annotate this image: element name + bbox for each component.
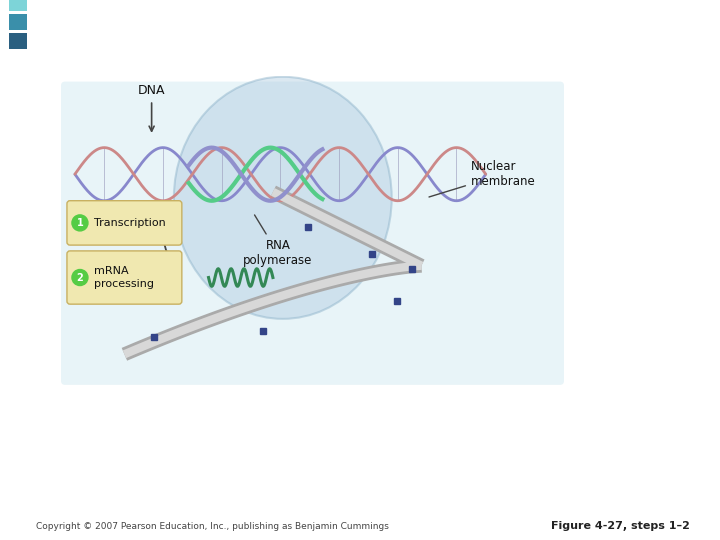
- FancyBboxPatch shape: [9, 0, 27, 11]
- Text: mRNA
processing: mRNA processing: [94, 266, 154, 289]
- Text: RNA
polymerase: RNA polymerase: [243, 215, 312, 267]
- FancyBboxPatch shape: [61, 82, 564, 385]
- Text: Figure 4-27, steps 1–2: Figure 4-27, steps 1–2: [551, 521, 690, 531]
- FancyBboxPatch shape: [67, 201, 182, 245]
- Text: 1: 1: [76, 218, 84, 228]
- FancyBboxPatch shape: [67, 251, 182, 304]
- Circle shape: [72, 215, 88, 231]
- Text: Protein: Transcription and Translation: Protein: Transcription and Translation: [42, 30, 636, 58]
- Text: DNA: DNA: [138, 84, 166, 131]
- Circle shape: [72, 269, 88, 286]
- Text: Nuclear
membrane: Nuclear membrane: [429, 160, 536, 197]
- Ellipse shape: [174, 77, 392, 319]
- FancyBboxPatch shape: [9, 32, 27, 49]
- Text: Transcription: Transcription: [94, 218, 166, 228]
- Text: 2: 2: [76, 273, 84, 282]
- Text: Copyright © 2007 Pearson Education, Inc., publishing as Benjamin Cummings: Copyright © 2007 Pearson Education, Inc.…: [36, 522, 389, 531]
- FancyBboxPatch shape: [9, 14, 27, 30]
